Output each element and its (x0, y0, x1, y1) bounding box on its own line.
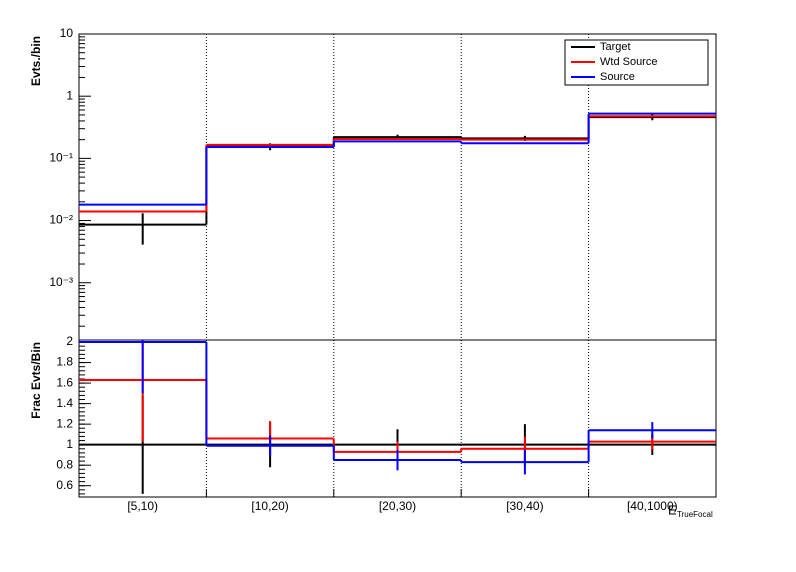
legend: Target Wtd Source Source (564, 39, 709, 86)
y-tick-label: 1.8 (56, 355, 73, 369)
y-tick-label: 0.6 (56, 478, 73, 492)
y-axis-label: Frac Evts/Bin (29, 342, 43, 419)
y-tick-label: 1 (66, 437, 73, 451)
y-tick-label: 2 (66, 334, 73, 348)
frame (78, 339, 717, 498)
x-axis-label-sub: TrueFocal (677, 510, 713, 519)
y-tick-label: 10⁻¹ (49, 151, 73, 165)
x-tick-label: [20,30) (379, 499, 416, 513)
x-tick-label: [30,40) (506, 499, 543, 513)
legend-label: Target (600, 41, 631, 53)
y-tick-label: 1 (66, 88, 73, 102)
legend-label: Source (600, 71, 635, 83)
x-tick-label: [10,20) (251, 499, 288, 513)
y-tick-label: 0.8 (56, 457, 73, 471)
y-tick-label: 1.6 (56, 375, 73, 389)
y-tick-label: 10⁻² (49, 213, 73, 227)
y-tick-label: 10⁻³ (49, 275, 73, 289)
x-tick-label: [40,1000) (627, 499, 678, 513)
y-axis-label: Evts./bin (29, 36, 43, 86)
legend-label: Wtd Source (600, 56, 657, 68)
y-tick-label: 1.4 (56, 396, 73, 410)
y-tick-label: 1.2 (56, 416, 73, 430)
y-tick-label: 10 (60, 26, 74, 40)
x-tick-label: [5,10) (127, 499, 158, 513)
x-axis-label: E (668, 502, 677, 517)
